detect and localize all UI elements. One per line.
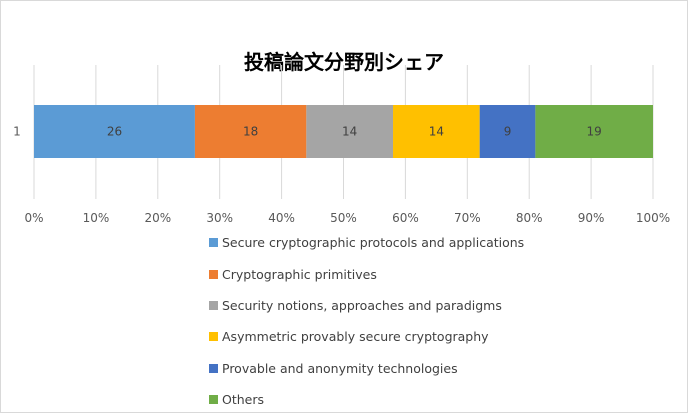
legend-swatch [209,332,218,342]
legend-swatch [209,238,218,248]
legend-label: Others [222,392,265,408]
legend-label: Provable and anonymity technologies [222,360,458,376]
bar-segment [194,105,307,158]
stacked-bar [34,105,653,158]
data-labels: 26 18 14 14 9 19 [107,125,602,139]
legend: Secure cryptographic protocols and appli… [209,227,679,415]
legend-item: Secure cryptographic protocols and appli… [209,227,679,258]
bar-segment [479,105,536,158]
x-tick-label: 60% [392,211,419,225]
legend-item: Provable and anonymity technologies [209,353,679,384]
legend-label: Secure cryptographic protocols and appli… [222,235,525,251]
data-label: 19 [587,125,602,139]
x-tick-label: 20% [144,211,171,225]
legend-swatch [209,269,218,279]
data-label: 14 [342,125,357,139]
legend-label: Security notions, approaches and paradig… [222,297,502,313]
legend-item: Security notions, approaches and paradig… [209,290,679,321]
x-tick-label: 30% [206,211,233,225]
legend-swatch [209,395,218,405]
legend-item: Others [209,384,679,415]
category-label: 1 [13,125,21,139]
x-tick-label: 100% [636,211,670,225]
x-tick-label: 90% [578,211,605,225]
data-label: 14 [429,125,444,139]
y-axis-categories: 1 [13,125,21,139]
legend-item: Asymmetric provably secure cryptography [209,321,679,352]
legend-label: Cryptographic primitives [222,266,377,282]
data-label: 18 [243,125,258,139]
legend-item: Cryptographic primitives [209,258,679,289]
x-axis-ticks: 0% 10% 20% 30% 40% 50% 60% 70% 80% 90% 100% [24,211,670,225]
bar-segment [34,105,195,158]
x-tick-label: 50% [330,211,357,225]
legend-swatch [209,363,218,373]
bar-segment [535,105,653,158]
legend-swatch [209,300,218,310]
x-tick-label: 40% [268,211,295,225]
data-label: 9 [504,125,512,139]
data-label: 26 [107,125,122,139]
x-tick-label: 0% [24,211,43,225]
x-tick-label: 70% [454,211,481,225]
x-tick-label: 80% [516,211,543,225]
bar-segment [393,105,480,158]
bar-segment [306,105,394,158]
x-tick-label: 10% [83,211,110,225]
legend-label: Asymmetric provably secure cryptography [222,329,489,345]
